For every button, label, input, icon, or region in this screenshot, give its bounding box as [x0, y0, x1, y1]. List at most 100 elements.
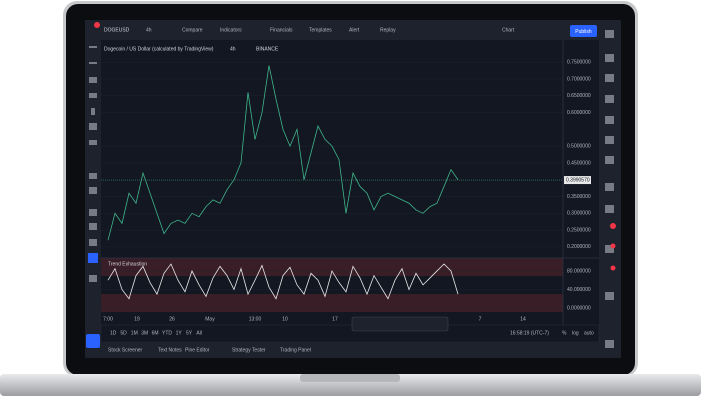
overbought-zone — [101, 258, 563, 276]
drawing-toolbar — [351, 316, 449, 332]
panel-tab[interactable]: Trading Panel — [280, 347, 311, 353]
indicator-title: Trend Exhaustion — [108, 261, 147, 267]
icon — [89, 93, 97, 98]
range-button[interactable]: All — [196, 330, 202, 336]
icon — [89, 123, 97, 130]
icon — [605, 340, 614, 348]
icon — [605, 74, 614, 82]
icon — [605, 183, 614, 191]
publish-button[interactable] — [570, 25, 597, 37]
y-tick-label: 80.000000 — [567, 268, 591, 274]
panel-tab[interactable]: Stock Screener — [108, 347, 143, 353]
icon — [91, 108, 95, 115]
range-button[interactable]: YTD — [162, 330, 172, 336]
icon — [605, 54, 614, 62]
icon — [605, 245, 614, 253]
legend-name: Dogecoin / US Dollar (calculated by Trad… — [104, 46, 214, 52]
icon — [88, 253, 98, 263]
range-button[interactable]: 6M — [152, 330, 159, 336]
y-tick-label: 0.4500000 — [567, 160, 591, 166]
badge — [610, 243, 616, 249]
x-tick-label: 19 — [134, 316, 140, 322]
top-toolbar — [85, 20, 621, 40]
clock: 16:58:19 (UTC-7) — [510, 330, 549, 336]
legend-exchange: BINANCE — [256, 46, 279, 52]
scale-option[interactable]: % — [562, 330, 567, 336]
layout-button[interactable]: Chart — [502, 27, 515, 33]
left-toolbar — [85, 40, 101, 358]
icon — [605, 205, 614, 213]
range-button[interactable]: 5Y — [186, 330, 193, 336]
scale-option[interactable]: log — [572, 330, 579, 336]
x-tick-label: 26 — [169, 316, 175, 322]
x-tick-label: 17 — [332, 316, 338, 322]
toolbar-button[interactable]: Templates — [309, 27, 332, 33]
y-tick-label: 0.2500000 — [567, 227, 591, 233]
y-tick-label: 0.6000000 — [567, 110, 591, 116]
oversold-zone — [101, 294, 563, 312]
toolbar-button[interactable]: Financials — [270, 27, 293, 33]
badge — [94, 22, 100, 28]
icon — [89, 275, 97, 282]
notch — [300, 374, 400, 382]
scale-option[interactable]: auto — [584, 330, 594, 336]
x-tick-label: 10 — [282, 316, 288, 322]
icon — [605, 95, 614, 103]
icon — [89, 62, 97, 64]
last-price-box — [564, 176, 591, 185]
icon — [89, 173, 97, 179]
icon — [89, 223, 97, 230]
icon — [89, 239, 97, 246]
icon — [89, 209, 97, 216]
icon — [605, 156, 614, 164]
y-tick-label: 0.3000000 — [567, 211, 591, 217]
series-line — [107, 65, 459, 241]
y-tick-label: 0.6500000 — [567, 93, 591, 99]
y-tick-label: 0.5000000 — [567, 143, 591, 149]
toolbar-button[interactable]: Indicators — [220, 27, 242, 33]
panel-tabs — [101, 342, 599, 358]
y-tick-label: 0.2000000 — [567, 244, 591, 250]
range-button[interactable]: 3M — [141, 330, 148, 336]
range-button[interactable]: 1M — [131, 330, 138, 336]
y-tick-label: 0.7000000 — [567, 76, 591, 82]
y-tick-label: 40.000000 — [567, 287, 591, 293]
toolbar-button[interactable]: Alert — [349, 27, 360, 33]
icon — [605, 116, 614, 124]
icon — [89, 77, 97, 83]
x-tick-label: 7:00 — [103, 316, 113, 322]
x-tick-label: 7 — [479, 316, 482, 322]
range-button[interactable]: 1D — [110, 330, 117, 336]
range-button[interactable]: 5D — [120, 330, 127, 336]
badge — [610, 223, 616, 229]
right-icons — [605, 30, 616, 348]
y-tick-label: 0.0000000 — [567, 305, 591, 311]
y-tick-label: 0.3500000 — [567, 194, 591, 200]
toolbar-button[interactable]: Replay — [380, 27, 396, 33]
icon — [605, 292, 614, 300]
last-price-label: 0.3990570 — [566, 177, 590, 183]
range-button[interactable]: 1Y — [176, 330, 183, 336]
right-sidebar — [599, 40, 621, 358]
series-line — [107, 263, 459, 300]
interval[interactable]: 4h — [146, 27, 152, 33]
star-button[interactable] — [86, 334, 100, 348]
icon — [605, 136, 614, 144]
icon — [89, 140, 97, 145]
symbol[interactable]: DOGEUSD — [104, 27, 130, 33]
panel-tab[interactable]: Text Notes — [158, 347, 182, 353]
panel-tab[interactable]: Pine Editor — [185, 347, 210, 353]
x-tick-label: May — [205, 316, 215, 322]
icon — [89, 46, 97, 48]
x-tick-label: 14 — [520, 316, 526, 322]
panel-tab[interactable]: Strategy Tester — [232, 347, 266, 353]
toolbar-button[interactable]: Compare — [182, 27, 203, 33]
x-tick-label: 13:00 — [249, 316, 262, 322]
badge — [610, 265, 616, 271]
left-icons — [88, 46, 98, 282]
icon — [605, 30, 614, 38]
publish-label[interactable]: Publish — [575, 29, 592, 35]
legend-interval: 4h — [230, 46, 236, 52]
icon — [89, 187, 97, 194]
